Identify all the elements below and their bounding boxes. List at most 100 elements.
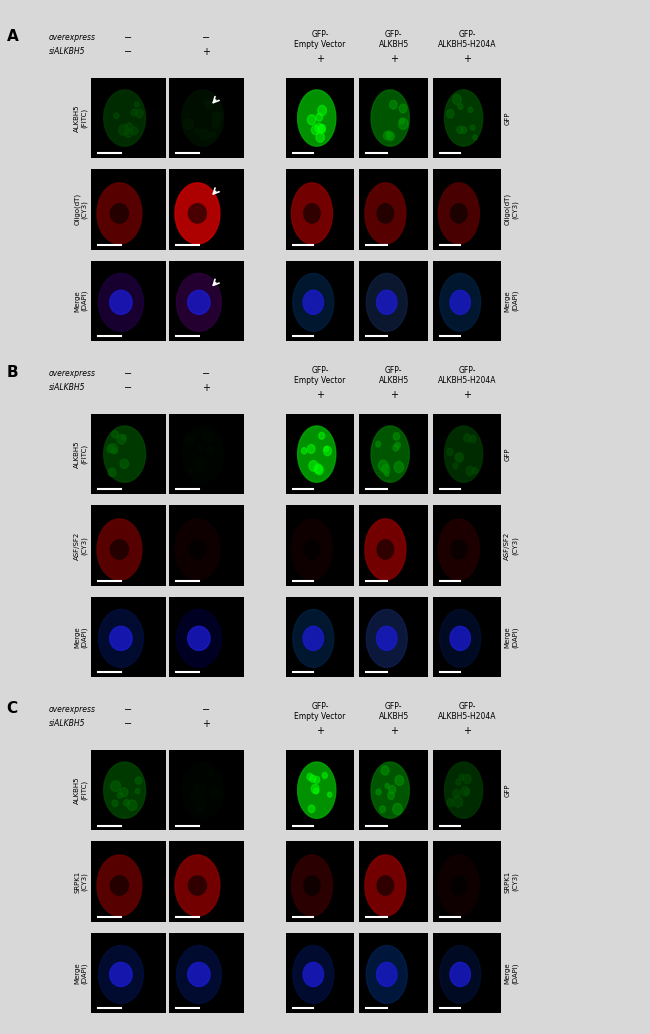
Text: GFP-
ALKBH5-H204A: GFP- ALKBH5-H204A (438, 702, 497, 722)
Circle shape (119, 444, 128, 455)
Polygon shape (97, 519, 142, 580)
Polygon shape (440, 609, 481, 667)
Circle shape (192, 118, 199, 126)
Circle shape (108, 461, 118, 473)
Circle shape (468, 440, 474, 449)
Polygon shape (376, 963, 397, 986)
Circle shape (311, 465, 317, 472)
Polygon shape (188, 627, 210, 650)
Circle shape (455, 448, 459, 453)
Polygon shape (440, 945, 481, 1003)
Circle shape (307, 794, 311, 799)
Text: +: + (389, 390, 398, 400)
Text: −: − (124, 719, 133, 729)
Polygon shape (182, 90, 224, 146)
Circle shape (311, 791, 315, 796)
Circle shape (378, 99, 384, 107)
Text: Merge
(DAPI): Merge (DAPI) (504, 962, 518, 983)
Text: Merge
(DAPI): Merge (DAPI) (74, 290, 88, 311)
Polygon shape (371, 762, 410, 818)
Circle shape (387, 797, 397, 809)
Text: +: + (389, 54, 398, 64)
Polygon shape (303, 963, 324, 986)
Polygon shape (188, 876, 207, 895)
Circle shape (391, 438, 400, 450)
Circle shape (312, 442, 321, 453)
Circle shape (448, 802, 458, 813)
Polygon shape (110, 963, 132, 986)
Circle shape (317, 461, 322, 467)
Circle shape (322, 438, 327, 445)
Circle shape (211, 804, 217, 812)
Polygon shape (188, 204, 207, 223)
Text: −: − (202, 705, 211, 716)
Text: Merge
(DAPI): Merge (DAPI) (504, 626, 518, 647)
Text: Merge
(DAPI): Merge (DAPI) (74, 962, 88, 983)
Circle shape (121, 778, 132, 789)
Polygon shape (298, 90, 336, 146)
Circle shape (132, 794, 138, 799)
Polygon shape (291, 855, 332, 916)
Circle shape (462, 800, 467, 807)
Circle shape (304, 125, 312, 134)
Polygon shape (104, 426, 146, 482)
Circle shape (122, 791, 130, 799)
Text: ASF/SF2
(CY3): ASF/SF2 (CY3) (74, 531, 88, 559)
Circle shape (113, 129, 122, 140)
Text: GFP-
ALKBH5: GFP- ALKBH5 (378, 702, 409, 722)
Polygon shape (298, 426, 336, 482)
Circle shape (458, 118, 463, 125)
Circle shape (108, 126, 114, 133)
Circle shape (309, 776, 313, 781)
Polygon shape (303, 627, 324, 650)
Circle shape (302, 461, 308, 467)
Circle shape (301, 792, 306, 797)
Text: overexpress: overexpress (49, 33, 96, 42)
Circle shape (303, 452, 309, 460)
Polygon shape (111, 876, 129, 895)
Text: Oligo(dT)
(CY3): Oligo(dT) (CY3) (73, 193, 88, 225)
Circle shape (382, 433, 387, 439)
Circle shape (203, 797, 211, 805)
Text: A: A (6, 29, 18, 44)
Circle shape (307, 98, 313, 105)
Polygon shape (376, 291, 397, 314)
Polygon shape (367, 945, 407, 1003)
Circle shape (304, 783, 313, 793)
Circle shape (378, 771, 387, 782)
Polygon shape (188, 540, 207, 559)
Text: Merge
(DAPI): Merge (DAPI) (504, 290, 518, 311)
Circle shape (306, 117, 312, 124)
Circle shape (467, 793, 472, 798)
Circle shape (374, 436, 383, 447)
Text: siALKBH5: siALKBH5 (49, 719, 85, 728)
Circle shape (300, 795, 307, 803)
Polygon shape (110, 627, 132, 650)
Circle shape (200, 469, 206, 476)
Text: ALKBH5
(FITC): ALKBH5 (FITC) (74, 777, 88, 803)
Polygon shape (450, 204, 467, 223)
Polygon shape (445, 762, 483, 818)
Text: −: − (124, 383, 133, 393)
Polygon shape (450, 876, 467, 895)
Polygon shape (110, 291, 132, 314)
Circle shape (134, 432, 142, 440)
Circle shape (186, 433, 194, 442)
Circle shape (387, 803, 395, 813)
Circle shape (199, 435, 208, 445)
Text: −: − (124, 33, 133, 43)
Polygon shape (445, 90, 483, 146)
Polygon shape (99, 609, 143, 667)
Text: Oligo(dT)
(CY3): Oligo(dT) (CY3) (504, 193, 519, 225)
Circle shape (201, 464, 208, 473)
Circle shape (392, 778, 401, 788)
Circle shape (385, 798, 390, 802)
Polygon shape (175, 183, 220, 244)
Circle shape (211, 131, 220, 141)
Circle shape (198, 782, 203, 787)
Circle shape (200, 804, 207, 813)
Circle shape (450, 112, 454, 117)
Text: +: + (463, 726, 471, 736)
Circle shape (117, 446, 125, 454)
Circle shape (311, 774, 320, 785)
